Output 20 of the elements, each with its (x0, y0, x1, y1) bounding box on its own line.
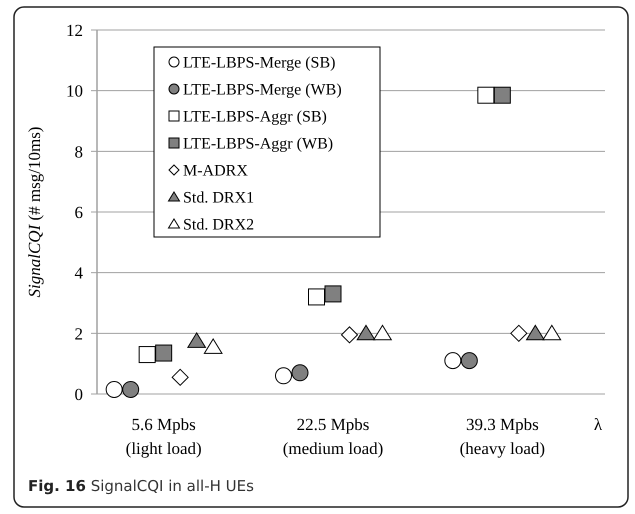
x-tick-label: 22.5 Mpbs (medium load) (282, 415, 384, 458)
legend-label: LTE-LBPS-Aggr (WB) (183, 136, 334, 153)
y-axis-title: SignalCQI (# msg/10ms) (25, 126, 44, 298)
legend-label: Std. DRX1 (183, 190, 254, 207)
legend-label: Std. DRX2 (183, 216, 254, 234)
x-tick-label: 39.3 Mpbs (heavy load) (460, 415, 546, 458)
y-tick-label: 6 (74, 202, 83, 222)
legend-label: M-ADRX (183, 162, 248, 180)
legend-label: LTE-LBPS-Aggr (SB) (183, 108, 327, 126)
legend-label: LTE-LBPS-Merge (WB) (183, 82, 342, 99)
y-tick-label: 4 (74, 264, 84, 283)
x-axis-title: λ (594, 415, 603, 434)
y-tick-label: 2 (74, 324, 83, 344)
legend-label: LTE-LBPS-Merge (SB) (183, 54, 336, 72)
y-tick-label: 10 (66, 82, 83, 101)
y-tick-label: 8 (74, 142, 83, 162)
y-tick-label: 12 (66, 20, 83, 40)
x-tick-label: 5.6 Mpbs (light load) (126, 415, 202, 458)
caption: Fig. 16 SignalCQI in all-H UEs (28, 477, 254, 495)
y-tick-label: 0 (74, 384, 83, 404)
